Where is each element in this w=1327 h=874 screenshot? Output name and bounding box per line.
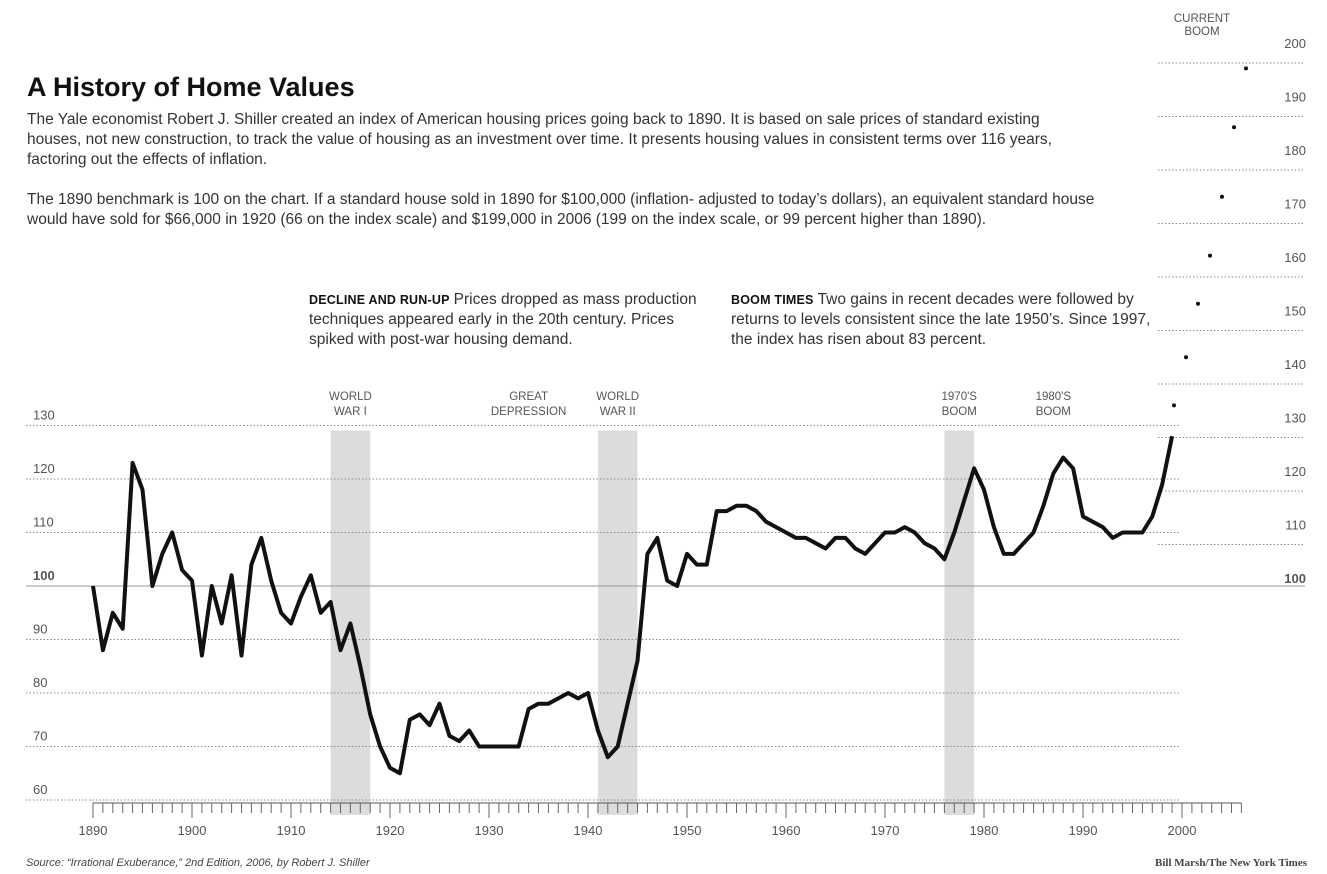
period-label: GREAT xyxy=(509,391,548,403)
y-tick-label: 80 xyxy=(33,675,47,690)
x-tick-label: 1960 xyxy=(772,823,801,838)
y-tick-label: 60 xyxy=(33,782,47,797)
period-label: WORLD xyxy=(596,391,639,403)
y-tick-label-right: 120 xyxy=(1284,464,1306,479)
y-tick-label-right: 170 xyxy=(1284,197,1306,212)
current-boom-point xyxy=(1184,355,1188,360)
x-tick-label: 1990 xyxy=(1069,823,1098,838)
annotation-decline-head: DECLINE AND RUN-UP xyxy=(309,293,450,307)
period-label: BOOM xyxy=(942,406,977,418)
current-boom-point xyxy=(1232,125,1236,130)
series-line xyxy=(91,435,1175,776)
current-boom-point xyxy=(1172,403,1176,408)
period-labels: WORLD WAR I GREAT DEPRESSION WORLD WAR II 1970… xyxy=(329,391,1071,418)
y-tick-label-right: 200 xyxy=(1284,36,1306,51)
y-tick-label-right: 140 xyxy=(1284,357,1306,372)
x-tick-label: 1980 xyxy=(970,823,999,838)
x-tick-label: 1910 xyxy=(277,823,306,838)
series-line-path xyxy=(91,435,1175,776)
credit-line: Bill Marsh/The New York Times xyxy=(1155,857,1307,869)
y-tick-label: 120 xyxy=(33,461,55,476)
x-tick-label: 1950 xyxy=(673,823,702,838)
source-note: Source: “Irrational Exuberance,” 2nd Edi… xyxy=(26,857,370,869)
y-tick-label-right: 100 xyxy=(1284,571,1306,586)
x-tick-label: 1930 xyxy=(475,823,504,838)
gridlines xyxy=(26,425,1305,801)
y-tick-label-right: 160 xyxy=(1284,250,1306,265)
page-title: A History of Home Values xyxy=(27,72,355,102)
intro-paragraph-1: The Yale economist Robert J. Shiller cre… xyxy=(27,111,1052,168)
y-tick-label: 130 xyxy=(33,408,55,423)
current-boom-point xyxy=(1208,253,1212,258)
current-boom-point xyxy=(1220,194,1224,199)
y-tick-label-right: 130 xyxy=(1284,411,1306,426)
x-tick-label: 1970 xyxy=(871,823,900,838)
y-tick-label: 70 xyxy=(33,729,47,744)
annotation-boom-text: Two gains in recent decades were followe… xyxy=(731,291,1151,348)
annotation-boom-head: BOOM TIMES xyxy=(731,293,814,307)
x-tick-label: 1890 xyxy=(79,823,108,838)
y-tick-label: 100 xyxy=(33,568,55,583)
y-axis-right: 100 110 120 130 140 150 160 170 180 190 200 xyxy=(1158,36,1306,586)
shaded-periods xyxy=(330,430,975,815)
period-label: WAR II xyxy=(600,406,636,418)
x-axis: 1890 1900 1910 1920 1930 1940 1950 1960 1970 1980… xyxy=(79,802,1242,838)
x-tick-label: 1920 xyxy=(376,823,405,838)
period-label: BOOM xyxy=(1036,406,1071,418)
y-axis-left: 60 70 80 90 100 110 120 130 xyxy=(33,408,55,798)
period-label: 1970'S xyxy=(942,391,978,403)
x-tick-label: 2000 xyxy=(1168,823,1197,838)
period-label: WORLD xyxy=(329,391,372,403)
y-tick-label-right: 150 xyxy=(1284,304,1306,319)
current-boom-point xyxy=(1196,301,1200,306)
period-label: WAR I xyxy=(334,406,367,418)
x-tick-label: 1900 xyxy=(178,823,207,838)
y-tick-label: 110 xyxy=(33,515,54,530)
current-boom-label: BOOM xyxy=(1184,26,1219,38)
y-tick-label: 90 xyxy=(33,622,47,637)
y-tick-label-right: 180 xyxy=(1284,143,1306,158)
shaded-period xyxy=(597,430,638,815)
y-tick-label-right: 110 xyxy=(1285,518,1306,533)
x-tick-label: 1940 xyxy=(574,823,603,838)
shaded-period xyxy=(944,430,975,815)
annotation-decline: DECLINE AND RUN-UP Prices dropped as mass… xyxy=(309,290,709,350)
current-boom-label: CURRENT xyxy=(1174,13,1230,25)
current-boom-point xyxy=(1244,66,1248,71)
period-label: DEPRESSION xyxy=(491,406,566,418)
y-tick-label-right: 190 xyxy=(1284,90,1306,105)
annotation-boom: BOOM TIMES Two gains in recent decades we… xyxy=(731,290,1151,350)
period-label: 1980'S xyxy=(1036,391,1072,403)
annotation-decline-text: Prices dropped as mass production techni… xyxy=(309,291,697,348)
intro-paragraph-2: The 1890 benchmark is 100 on the chart. … xyxy=(27,191,1095,228)
